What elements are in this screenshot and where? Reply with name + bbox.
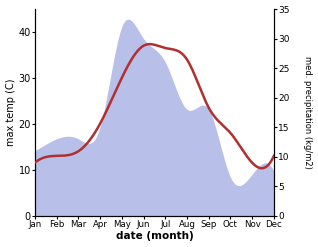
X-axis label: date (month): date (month) bbox=[115, 231, 193, 242]
Y-axis label: med. precipitation (kg/m2): med. precipitation (kg/m2) bbox=[303, 56, 313, 169]
Y-axis label: max temp (C): max temp (C) bbox=[5, 79, 16, 146]
